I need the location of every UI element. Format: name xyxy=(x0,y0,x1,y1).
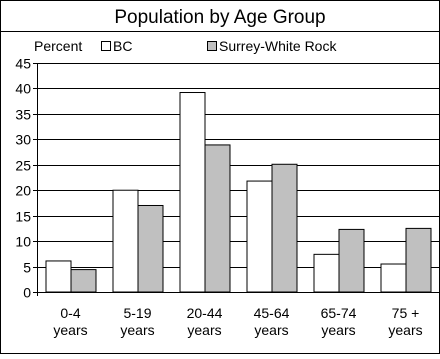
legend-label-bc: BC xyxy=(113,38,132,54)
x-tick-label: 45-64 xyxy=(254,305,290,321)
bar-bc xyxy=(246,180,273,293)
y-tick-label: 45 xyxy=(15,56,31,72)
bar-bc xyxy=(112,189,139,293)
bar-bc xyxy=(45,260,72,293)
y-tick-label: 5 xyxy=(23,260,31,276)
grid-lines xyxy=(37,63,439,268)
bars xyxy=(45,92,432,293)
y-tick-label: 25 xyxy=(15,158,31,174)
bar-surrey-white-rock xyxy=(70,269,97,293)
y-tick-label: 0 xyxy=(23,285,31,301)
legend-label-surrey-white-rock: Surrey-White Rock xyxy=(219,38,337,54)
bar-bc xyxy=(179,92,206,293)
y-axis-label: Percent xyxy=(34,38,82,54)
legend: BC Surrey-White Rock xyxy=(101,38,337,54)
y-tick-labels: 0 5 10 15 20 25 30 35 40 45 xyxy=(15,56,31,301)
bar-surrey-white-rock xyxy=(137,204,164,293)
y-tick-label: 40 xyxy=(15,81,31,97)
y-tick-label: 15 xyxy=(15,209,31,225)
x-tick-label: 20-44 xyxy=(187,305,223,321)
x-tick-label: years xyxy=(321,322,355,338)
chart-title: Population by Age Group xyxy=(114,7,325,28)
x-tick-label: years xyxy=(187,322,221,338)
y-tick-label: 35 xyxy=(15,107,31,123)
x-tick-label: 75 + xyxy=(392,305,420,321)
axes xyxy=(33,63,439,296)
bar-surrey-white-rock xyxy=(405,227,432,293)
y-tick-label: 30 xyxy=(15,132,31,148)
y-tick-label: 10 xyxy=(15,234,31,250)
legend-swatch-bc xyxy=(101,41,111,51)
bar-bc xyxy=(380,263,407,293)
bar-surrey-white-rock xyxy=(204,144,231,293)
x-tick-label: 0-4 xyxy=(60,305,80,321)
x-tick-label: years xyxy=(388,322,422,338)
x-tick-labels: 0-4years5-19years20-44years45-64years65-… xyxy=(53,305,422,338)
legend-swatch-surrey-white-rock xyxy=(207,41,217,51)
x-tick-label: years xyxy=(120,322,154,338)
x-tick-label: 65-74 xyxy=(321,305,357,321)
y-tick-label: 20 xyxy=(15,183,31,199)
x-tick-label: years xyxy=(254,322,288,338)
bar-bc xyxy=(313,253,340,293)
bar-surrey-white-rock xyxy=(271,163,298,293)
x-tick-label: years xyxy=(53,322,87,338)
bar-surrey-white-rock xyxy=(338,228,365,293)
x-tick-label: 5-19 xyxy=(123,305,151,321)
